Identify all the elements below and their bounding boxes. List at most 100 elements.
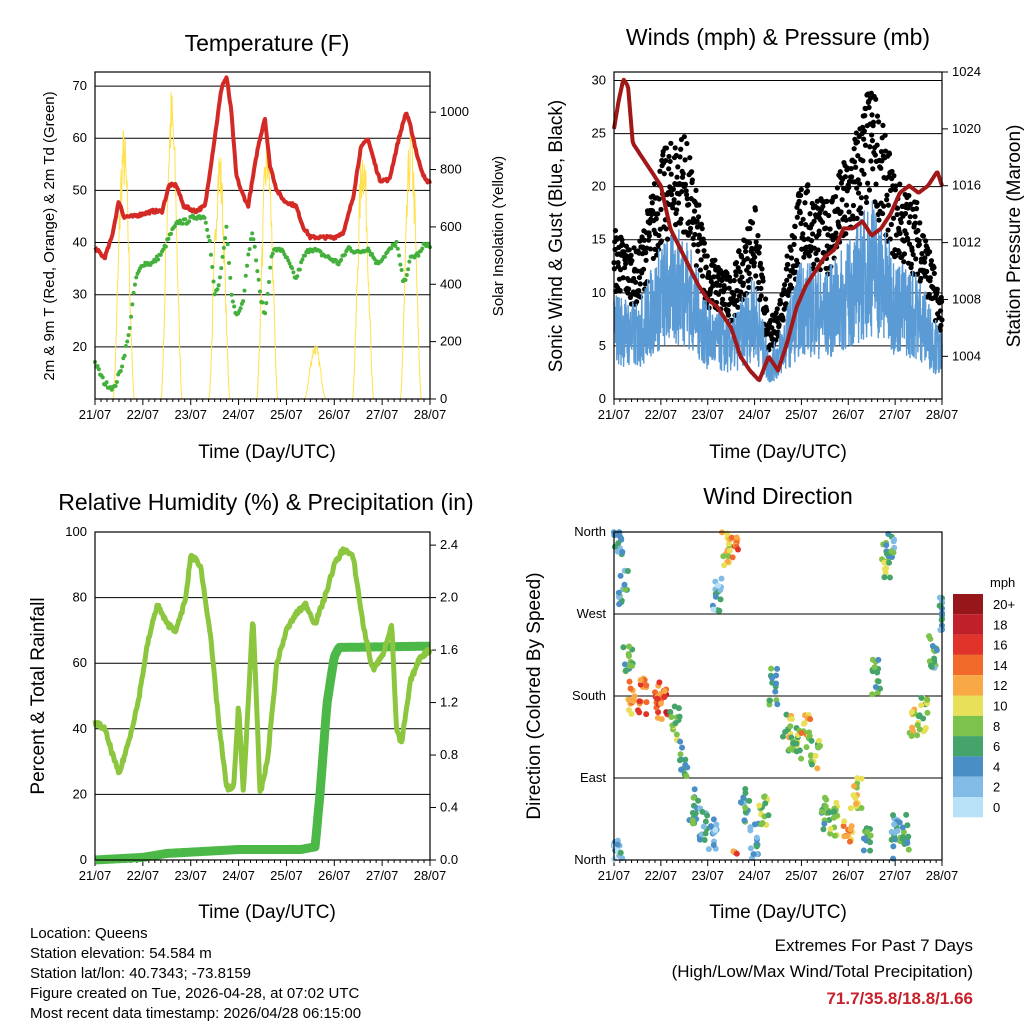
- direction-point: [831, 832, 838, 839]
- direction-point: [717, 596, 724, 603]
- gust-point: [826, 212, 832, 219]
- xtick-label: 22/07: [645, 407, 678, 422]
- direction-point: [707, 823, 714, 830]
- dewpoint-point: [406, 267, 411, 272]
- dewpoint-point: [389, 246, 394, 251]
- direction-point: [677, 751, 684, 758]
- gust-point: [735, 304, 741, 310]
- gust-point: [894, 205, 901, 211]
- gust-point: [643, 250, 649, 256]
- dewpoint-point: [246, 252, 251, 257]
- gust-point: [816, 228, 822, 234]
- gust-point: [698, 221, 705, 227]
- dewpoint-point: [227, 261, 231, 266]
- legend-label: 0: [993, 800, 1000, 815]
- direction-point: [762, 800, 769, 807]
- gust-point: [722, 286, 728, 292]
- legend-swatch-8: [953, 715, 983, 737]
- ytick-right-label: 1004: [952, 348, 981, 363]
- direction-point: [655, 709, 662, 716]
- direction-point: [717, 586, 724, 593]
- direction-point: [671, 703, 678, 710]
- temp-xlabel: Time (Day/UTC): [198, 442, 336, 463]
- xtick-label: 28/07: [926, 407, 959, 422]
- xtick-label: 25/07: [270, 868, 303, 883]
- gust-point: [695, 214, 702, 220]
- dewpoint-point: [264, 301, 269, 306]
- ytick-right-label: 0.0: [440, 852, 458, 867]
- dewpoint-point: [230, 299, 235, 304]
- gust-point: [731, 277, 737, 284]
- gust-point: [682, 157, 688, 163]
- direction-point: [807, 716, 814, 723]
- gust-point: [853, 130, 859, 136]
- gust-point: [912, 220, 918, 226]
- dewpoint-point: [297, 267, 302, 272]
- direction-point: [720, 553, 727, 560]
- gust-point: [841, 185, 847, 191]
- ytick-label: West: [577, 606, 607, 621]
- direction-point: [936, 594, 943, 601]
- gust-point: [625, 290, 631, 296]
- direction-point: [750, 851, 757, 858]
- dewpoint-point: [95, 364, 100, 369]
- gust-point: [814, 198, 820, 204]
- ytick-right-label: 1024: [952, 64, 981, 79]
- gust-point: [647, 246, 654, 252]
- dewpoint-point: [265, 291, 270, 296]
- dewpoint-point: [122, 353, 127, 358]
- dewpoint-point: [300, 257, 305, 262]
- direction-point: [788, 716, 795, 723]
- gust-point: [824, 198, 830, 204]
- direction-point: [772, 688, 779, 695]
- gust-point: [876, 217, 882, 223]
- gust-point: [646, 237, 652, 243]
- direction-point: [847, 826, 854, 833]
- direction-point: [624, 567, 631, 574]
- gust-point: [846, 184, 852, 191]
- direction-point: [617, 572, 624, 579]
- direction-point: [676, 757, 683, 764]
- direction-point: [621, 581, 628, 588]
- gust-point: [924, 268, 930, 275]
- direction-point: [850, 792, 857, 799]
- dewpoint-point: [125, 339, 130, 344]
- gust-point: [736, 248, 742, 254]
- direction-point: [695, 797, 702, 804]
- gust-point: [855, 153, 861, 159]
- gust-point: [738, 254, 745, 260]
- dewpoint-point: [242, 288, 247, 293]
- gust-point: [740, 280, 746, 286]
- gust-point: [670, 205, 676, 211]
- dewpoint-point: [161, 247, 166, 252]
- gust-point: [768, 317, 774, 323]
- gust-point: [704, 253, 710, 259]
- extremes-subtitle: (High/Low/Max Wind/Total Precipitation): [672, 962, 973, 981]
- direction-point: [673, 731, 680, 738]
- direction-point: [636, 698, 643, 705]
- dewpoint-point: [166, 236, 171, 241]
- direction-point: [741, 817, 748, 824]
- gust-point: [791, 241, 797, 248]
- direction-point: [886, 574, 893, 581]
- gust-point: [792, 223, 798, 230]
- gust-point: [820, 203, 826, 210]
- direction-point: [668, 713, 675, 720]
- gust-point: [746, 284, 752, 291]
- dewpoint-point: [370, 251, 375, 256]
- gust-point: [683, 191, 690, 198]
- rh-xlabel: Time (Day/UTC): [198, 902, 336, 923]
- direction-point: [928, 663, 935, 670]
- gust-point: [832, 193, 839, 200]
- wind-ylabel-right: Station Pressure (Maroon): [1004, 125, 1024, 348]
- direction-point: [690, 794, 697, 801]
- location-text: Location: Queens: [30, 925, 148, 942]
- direction-point: [822, 803, 829, 810]
- direction-point: [753, 834, 760, 841]
- gust-point: [861, 128, 867, 134]
- gust-point: [860, 158, 866, 164]
- dewpoint-point: [134, 275, 139, 280]
- gust-point: [916, 241, 923, 248]
- dewpoint-point: [245, 263, 250, 268]
- direction-point: [715, 582, 722, 589]
